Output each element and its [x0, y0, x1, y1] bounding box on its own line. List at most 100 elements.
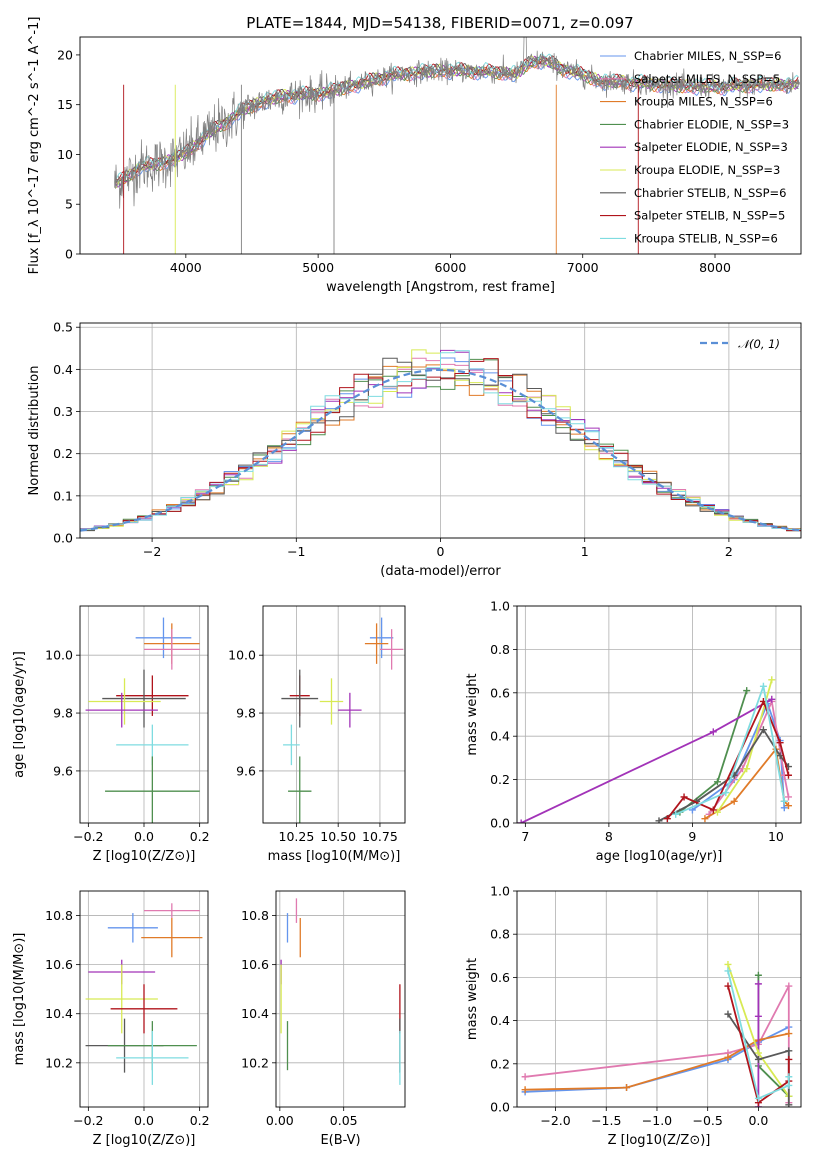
x-tick-label: −1.5	[591, 1113, 621, 1128]
mass-weight-marker	[724, 967, 732, 975]
axis-ticks: 0.00 0.05 10.2 10.4 10.6 10.8	[241, 908, 357, 1128]
y-tick-label: 10.6	[45, 957, 73, 972]
mass-weight-marker	[785, 1055, 793, 1063]
y-tick-label: 0.4	[490, 1013, 510, 1028]
x-axis-label: wavelength [Angstrom, rest frame]	[326, 280, 555, 295]
mass-weight-marker	[759, 726, 767, 734]
error-bar-point	[369, 617, 394, 659]
legend-label: Salpeter STELIB, N_SSP=5	[634, 209, 785, 223]
mass-weight-marker	[655, 817, 663, 823]
axis-ticks: −0.2 0.0 0.2 9.6 9.8 10.0	[45, 648, 209, 844]
mass-weight-marker	[517, 819, 525, 823]
x-tick-label: 10.25	[279, 829, 315, 844]
x-axis-label: (data-model)/error	[380, 564, 501, 579]
y-axis-label: Flux [f_λ 10^-17 erg cm^-2 s^-1 A^-1]	[27, 17, 42, 275]
mass-weight-line	[666, 699, 790, 820]
mass-weight-marker	[784, 793, 792, 801]
x-tick-label: 0.2	[190, 829, 210, 844]
legend-label: Salpeter MILES, N_SSP=5	[634, 72, 780, 86]
plot-area	[280, 898, 401, 1085]
mass-weight-marker	[754, 980, 762, 988]
y-tick-label: 0.8	[490, 927, 510, 942]
mass-weight-marker	[724, 1010, 732, 1018]
y-tick-label: 0.5	[53, 320, 73, 335]
mass-weight-marker	[663, 815, 671, 823]
error-bar-point	[85, 964, 158, 1034]
error-bar-point	[85, 692, 158, 728]
residual-histogram-panel: −2 −1 0 1 2 0.0 0.1 0.2 0.3 0.4 0.5 (data-model)/er…	[27, 320, 802, 579]
y-tick-label: 9.6	[236, 763, 256, 778]
normal-distribution-curve	[80, 368, 801, 532]
mass-weight-marker	[785, 1073, 793, 1081]
y-tick-label: 10.2	[45, 1055, 73, 1070]
error-bar-point	[116, 1030, 189, 1085]
plot-area	[80, 349, 801, 538]
mass-weight-marker	[785, 1030, 793, 1038]
plot-area	[517, 676, 792, 823]
y-tick-label: 0.1	[53, 488, 73, 503]
mass-weight-marker	[754, 1049, 762, 1057]
y-tick-label: 9.8	[53, 706, 73, 721]
error-bar-point	[88, 678, 161, 725]
mass-weight-marker	[709, 728, 717, 736]
y-tick-label: 9.6	[53, 763, 73, 778]
y-tick-label: 0.8	[490, 642, 510, 657]
x-tick-label: 6000	[435, 260, 467, 275]
mass-weight-marker	[785, 1047, 793, 1055]
plot-area	[85, 903, 203, 1085]
y-tick-label: 0.6	[490, 970, 510, 985]
error-bar-point	[107, 913, 158, 943]
mass-weight-line	[658, 728, 790, 822]
legend-label: Kroupa STELIB, N_SSP=6	[634, 231, 778, 245]
spectrum-panel: 4000 5000 6000 7000 8000 0 5 10 15 20 wavelength […	[27, 17, 802, 295]
y-tick-label: 0.2	[53, 446, 73, 461]
plot-area	[85, 617, 200, 823]
axes-frame	[79, 36, 802, 255]
y-tick-label: 10.4	[45, 1006, 73, 1021]
x-tick-label: −0.2	[73, 829, 103, 844]
mass-weight-marker	[709, 806, 717, 814]
y-tick-label: 5	[65, 197, 73, 212]
mass-weight-marker	[521, 1073, 529, 1081]
y-tick-label: 0.0	[53, 531, 73, 546]
mass-weight-marker	[785, 1101, 793, 1107]
error-bar-point	[379, 629, 404, 670]
x-tick-label: −2	[143, 544, 161, 559]
axes-frame	[79, 322, 802, 539]
legend-label: Kroupa MILES, N_SSP=6	[634, 95, 773, 109]
legend-label: Salpeter ELODIE, N_SSP=3	[634, 140, 788, 154]
axis-ticks: 10.25 10.50 10.75 9.6 9.8 10.0	[228, 648, 398, 844]
legend-label: Chabrier STELIB, N_SSP=6	[634, 186, 786, 200]
x-tick-label: 10.75	[362, 829, 398, 844]
x-tick-label: −1	[287, 544, 305, 559]
error-bar-point	[110, 984, 178, 1034]
legend-label: 𝒩(0, 1)	[738, 337, 780, 351]
mass-vs-metallicity-panel: −0.2 0.0 0.2 10.2 10.4 10.6 10.8 Z [log10(Z/Z⊙)…	[12, 890, 210, 1148]
y-tick-label: 10.0	[45, 648, 73, 663]
age-vs-metallicity-panel: −0.2 0.0 0.2 9.6 9.8 10.0 Z [log10(Z/Z⊙)] age […	[12, 605, 210, 864]
mass-weight-marker	[724, 960, 732, 968]
legend-label: Chabrier ELODIE, N_SSP=3	[634, 117, 789, 131]
error-bar-point	[102, 669, 186, 728]
residual-histogram-step	[80, 350, 801, 538]
y-tick-label: 10.6	[241, 957, 269, 972]
axes-frame	[79, 605, 209, 824]
error-bar-point	[281, 669, 319, 728]
mass-weight-marker	[743, 765, 751, 773]
x-tick-label: 0.2	[190, 1113, 210, 1128]
x-tick-label: 8	[605, 829, 613, 844]
mass-weight-marker	[713, 808, 721, 816]
mass-weight-marker	[754, 1055, 762, 1063]
legend-label: Chabrier MILES, N_SSP=6	[634, 49, 781, 63]
y-tick-label: 10.4	[241, 1006, 269, 1021]
y-tick-label: 10	[57, 147, 73, 162]
grid	[80, 891, 208, 1107]
mass-weight-marker	[776, 739, 784, 747]
y-tick-label: 0.6	[490, 685, 510, 700]
axes-frame	[79, 890, 209, 1108]
mass-weight-marker	[768, 676, 776, 684]
axis-ticks: 7 8 9 10 0.0 0.2 0.4 0.6 0.8 1.0	[490, 599, 784, 845]
axes-frame	[516, 605, 802, 824]
legend: 𝒩(0, 1)	[700, 337, 780, 351]
y-tick-label: 10.8	[45, 908, 73, 923]
